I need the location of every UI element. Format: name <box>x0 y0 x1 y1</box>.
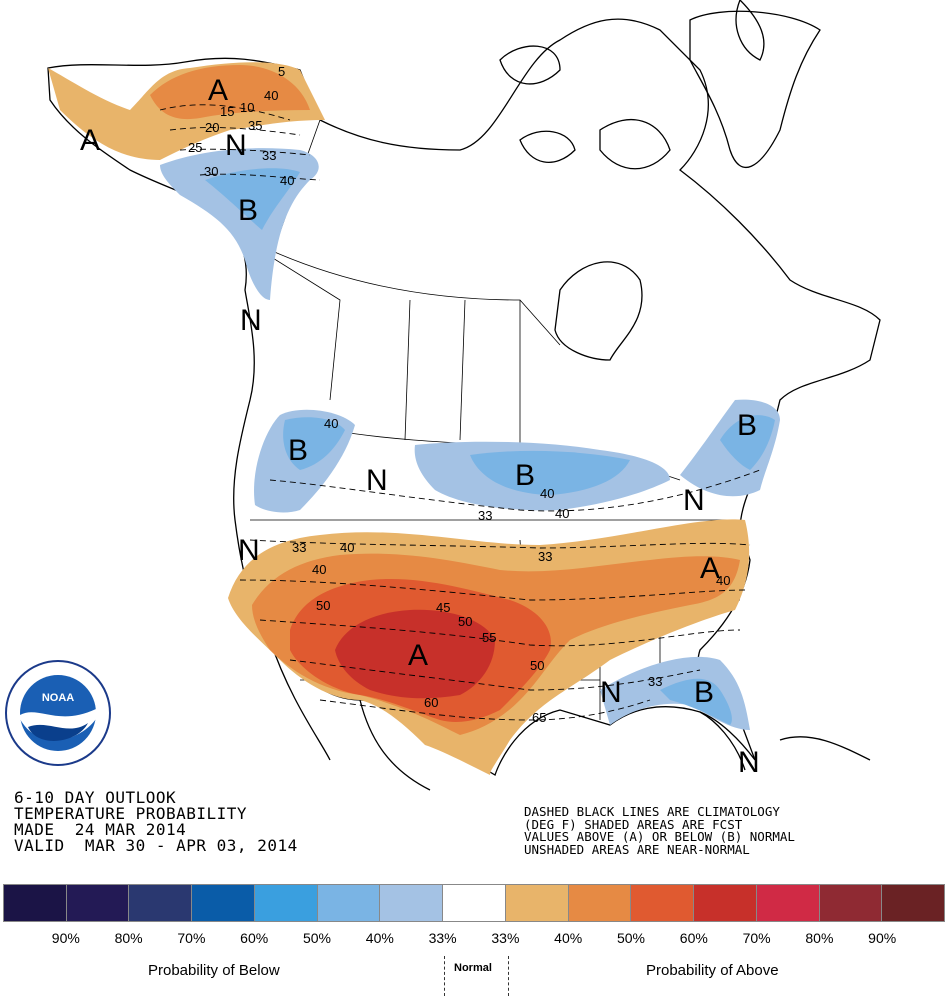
region-label: N <box>225 129 247 162</box>
forecast-map: A A N B N B N B B N N A A N B N 5 40 15 … <box>5 0 881 791</box>
contour-label: 50 <box>316 598 330 613</box>
colorbar-label: 50% <box>302 930 332 946</box>
contour-label: 33 <box>292 540 306 555</box>
outlook-title: 6-10 DAY OUTLOOK <box>14 788 177 807</box>
colorbar-swatch <box>380 884 444 922</box>
noaa-logo-text: NOAA <box>42 692 74 704</box>
colorbar-swatch <box>129 884 193 922</box>
colorbar-swatch <box>694 884 757 922</box>
colorbar-swatch <box>756 884 820 922</box>
contour-label: 33 <box>648 674 662 689</box>
normal-caption: Normal <box>454 962 492 974</box>
colorbar-swatch <box>505 884 569 922</box>
contour-label: 10 <box>240 100 254 115</box>
colorbar-swatch <box>254 884 318 922</box>
contour-label: 60 <box>424 695 438 710</box>
colorbar-swatch <box>631 884 695 922</box>
contour-label: 33 <box>262 148 276 163</box>
contour-label: 40 <box>555 506 569 521</box>
contour-label: 65 <box>532 710 546 725</box>
region-label: A <box>208 74 228 107</box>
contour-labels: 5 40 15 10 20 35 25 33 30 40 40 40 40 33… <box>188 64 730 725</box>
probability-colorbar <box>3 884 946 922</box>
normal-separator-left <box>444 956 445 996</box>
contour-label: 40 <box>340 540 354 555</box>
contour-label: 45 <box>436 600 450 615</box>
climatology-lines <box>159 104 761 721</box>
region-label: N <box>238 534 260 567</box>
region-label: B <box>694 676 714 709</box>
outlook-subtitle: TEMPERATURE PROBABILITY <box>14 804 248 823</box>
contour-label: 15 <box>220 104 234 119</box>
outlook-valid-dates: VALID MAR 30 - APR 03, 2014 <box>14 836 298 855</box>
contour-label: 5 <box>278 64 285 79</box>
above-caption: Probability of Above <box>646 962 779 979</box>
colorbar-label: 40% <box>365 930 394 946</box>
colorbar-label: 50% <box>616 930 646 946</box>
colorbar-label: 60% <box>679 930 708 946</box>
contour-label: 40 <box>324 416 338 431</box>
contour-label: 20 <box>205 120 219 135</box>
contour-label: 33 <box>538 549 552 564</box>
noaa-logo: NOAA <box>5 660 111 766</box>
legend-note-line: UNSHADED AREAS ARE NEAR-NORMAL <box>524 841 750 857</box>
colorbar-label: 60% <box>240 930 269 946</box>
legend-note-line: VALUES ABOVE (A) OR BELOW (B) NORMAL <box>524 829 795 844</box>
colorbar-label: 70% <box>742 930 771 946</box>
legend-note-line: DASHED BLACK LINES ARE CLIMATOLOGY <box>524 804 780 819</box>
contour-label: 50 <box>458 614 472 629</box>
region-label: N <box>683 484 705 517</box>
region-label: N <box>240 304 262 337</box>
colorbar-swatch <box>192 884 255 922</box>
region-label: N <box>738 746 760 779</box>
region-label: A <box>408 639 428 672</box>
contour-label: 40 <box>716 573 730 588</box>
region-label: A <box>700 552 720 585</box>
legend-note: DASHED BLACK LINES ARE CLIMATOLOGY (DEG F… <box>524 804 795 857</box>
contour-label: 35 <box>248 118 262 133</box>
contour-label: 55 <box>482 630 496 645</box>
colorbar-label: 33% <box>428 930 457 946</box>
colorbar-label: 33% <box>491 930 520 946</box>
region-label: A <box>80 124 100 157</box>
outlook-text: 6-10 DAY OUTLOOK TEMPERATURE PROBABILITY M… <box>14 790 298 854</box>
contour-label: 30 <box>204 164 218 179</box>
outlook-made-date: MADE 24 MAR 2014 <box>14 820 187 839</box>
colorbar-label: 40% <box>554 930 583 946</box>
normal-separator-right <box>508 956 509 996</box>
region-label: B <box>737 409 757 442</box>
colorbar-swatch <box>317 884 381 922</box>
contour-label: 33 <box>478 508 492 523</box>
contour-label: 50 <box>530 658 544 673</box>
colorbar-label: 90% <box>51 930 80 946</box>
colorbar-label: 80% <box>805 930 834 946</box>
colorbar-swatch <box>819 884 883 922</box>
colorbar-swatch <box>568 884 632 922</box>
contour-label: 40 <box>264 88 278 103</box>
colorbar-label: 70% <box>177 930 206 946</box>
region-label: B <box>515 459 535 492</box>
region-labels: A A N B N B N B B N N A A N B N <box>80 74 760 779</box>
colorbar-label: 90% <box>868 930 897 946</box>
region-label: B <box>238 194 258 227</box>
below-caption: Probability of Below <box>148 962 280 979</box>
legend-note-line: (DEG F) SHADED AREAS ARE FCST <box>524 816 743 832</box>
contour-label: 40 <box>312 562 326 577</box>
colorbar-swatch <box>66 884 130 922</box>
contour-label: 40 <box>280 173 294 188</box>
region-label: N <box>366 464 388 497</box>
colorbar-label: 80% <box>114 930 143 946</box>
colorbar-swatch <box>3 884 67 922</box>
region-label: B <box>288 434 308 467</box>
contour-label: 40 <box>540 486 554 501</box>
contour-label: 25 <box>188 140 202 155</box>
colorbar-swatch <box>443 884 506 922</box>
region-label: N <box>600 676 622 709</box>
colorbar-swatch <box>882 884 946 922</box>
